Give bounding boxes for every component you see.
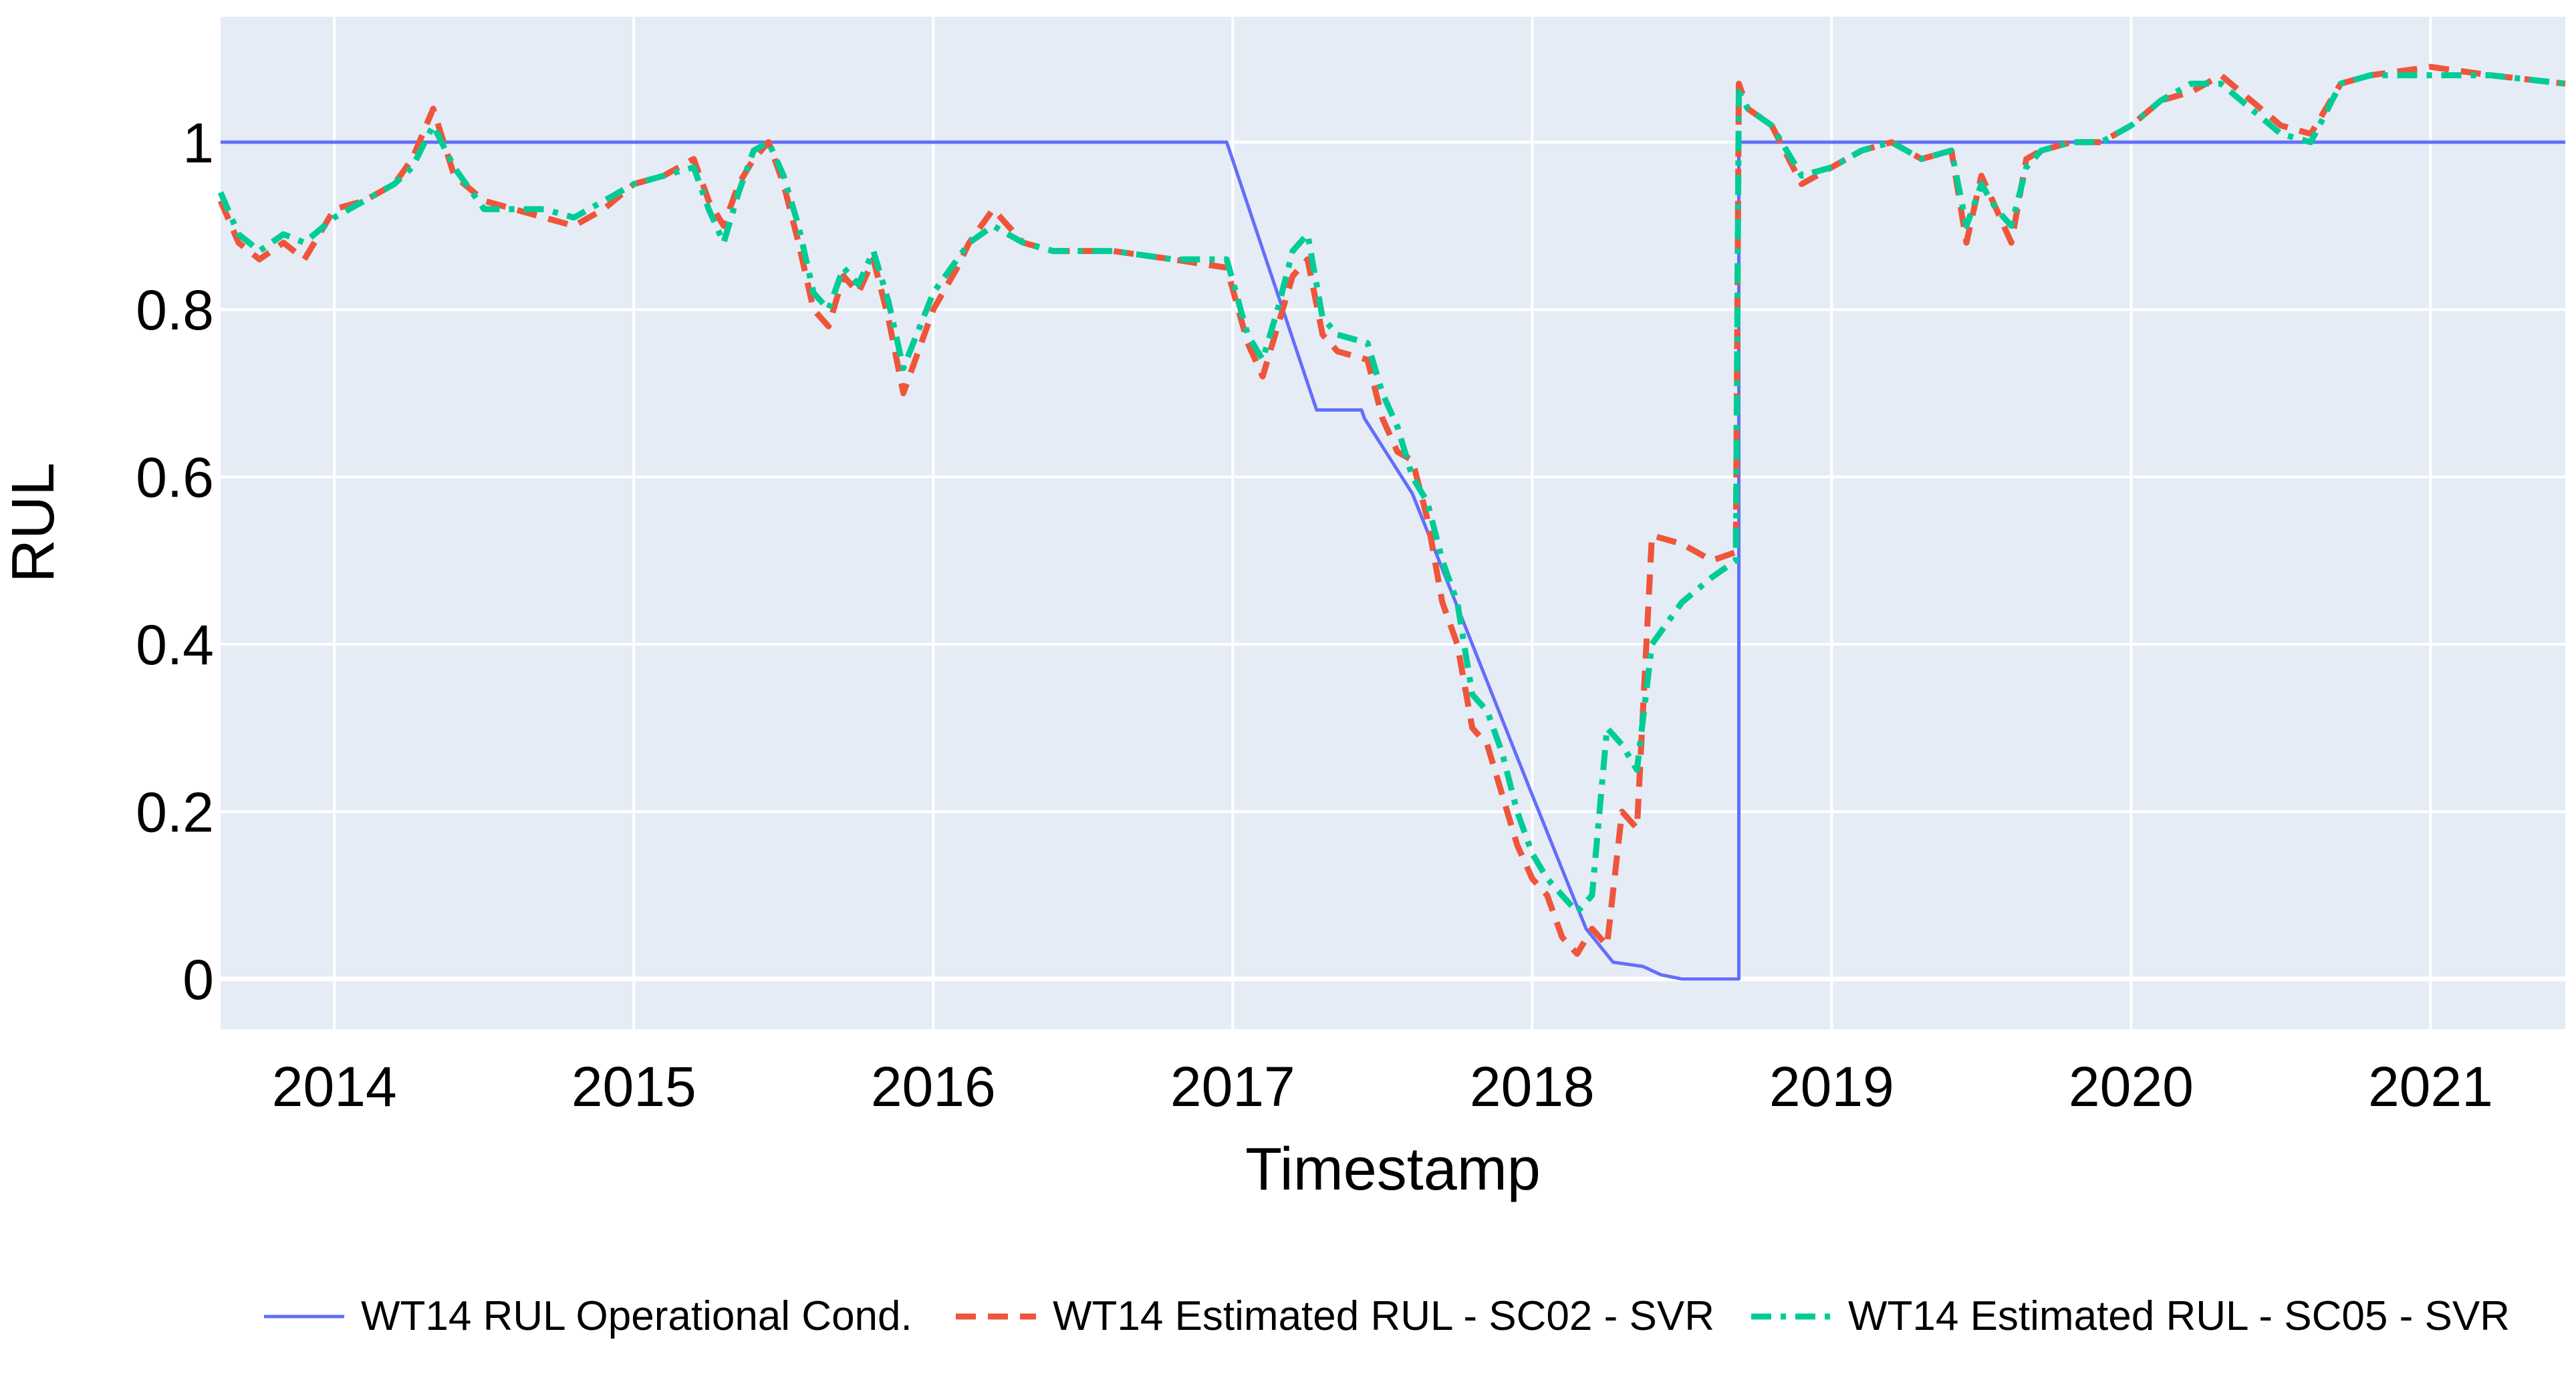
x-tick-label: 2017 bbox=[1170, 1055, 1295, 1118]
x-axis-ticks: 2014 2015 2016 2017 2018 2019 2020 2021 bbox=[272, 1055, 2493, 1118]
y-tick-label: 0.8 bbox=[136, 279, 214, 341]
series-line-2 bbox=[217, 63, 2566, 957]
x-tick-label: 2015 bbox=[571, 1055, 696, 1118]
legend[interactable]: WT14 RUL Operational Cond. WT14 Estimated… bbox=[264, 1293, 2510, 1339]
x-axis-title: Timestamp bbox=[1245, 1136, 1541, 1203]
y-tick-label: 0.2 bbox=[136, 781, 214, 843]
y-tick-label: 0.6 bbox=[136, 446, 214, 509]
x-tick-label: 2018 bbox=[1470, 1055, 1595, 1118]
y-axis-ticks: 0 0.2 0.4 0.6 0.8 1 bbox=[136, 112, 214, 1011]
y-tick-label: 1 bbox=[182, 112, 214, 174]
x-tick-label: 2021 bbox=[2368, 1055, 2493, 1118]
y-tick-label: 0.4 bbox=[136, 613, 214, 676]
x-tick-label: 2016 bbox=[871, 1055, 996, 1118]
legend-label[interactable]: WT14 Estimated RUL - SC02 - SVR bbox=[1053, 1293, 1714, 1339]
x-tick-label: 2020 bbox=[2069, 1055, 2194, 1118]
y-tick-label: 0 bbox=[182, 948, 214, 1011]
legend-label[interactable]: WT14 RUL Operational Cond. bbox=[361, 1293, 912, 1339]
series-lines bbox=[217, 63, 2566, 981]
x-tick-label: 2019 bbox=[1769, 1055, 1894, 1118]
series-line-1 bbox=[221, 140, 2565, 981]
legend-label[interactable]: WT14 Estimated RUL - SC05 - SVR bbox=[1848, 1293, 2510, 1339]
x-tick-label: 2014 bbox=[272, 1055, 397, 1118]
plot-area-background bbox=[221, 17, 2565, 1029]
series-line-3 bbox=[217, 72, 2566, 916]
y-axis-title: RUL bbox=[0, 462, 67, 583]
